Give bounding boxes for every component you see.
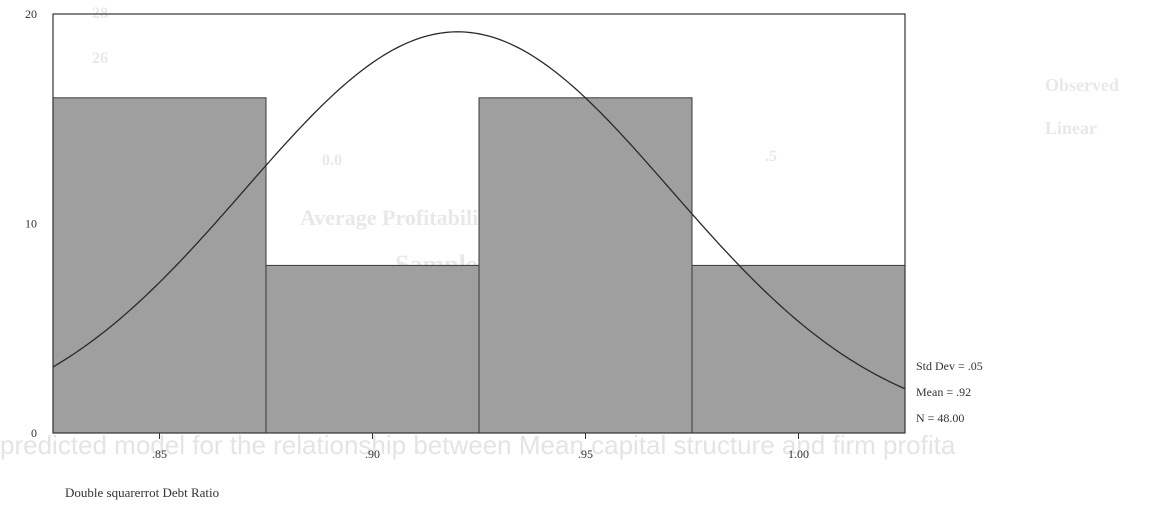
stat-std-dev: Std Dev = .05 [916, 359, 983, 373]
ghost-tick-26: 26 [92, 50, 108, 67]
plot-frame [52, 13, 906, 434]
ghost-tick-half: .5 [765, 148, 777, 165]
x-axis-label: Double squarerrot Debt Ratio [65, 485, 219, 500]
histogram-bar [52, 97, 267, 434]
y-tick-label: 20 [25, 7, 37, 21]
y-axis: 0 10 20 [25, 7, 37, 440]
stat-mean: Mean = .92 [916, 385, 971, 399]
x-tick-label: .85 [152, 447, 167, 461]
normal-curve [52, 31, 906, 390]
ghost-legend-observed: Observed [1045, 75, 1119, 95]
histogram-bar [691, 264, 906, 434]
ghost-legend-linear: Linear [1045, 118, 1097, 138]
ghost-axis-title: Average Profitability [300, 205, 497, 230]
ghost-tick-0: 0.0 [322, 152, 342, 169]
x-tick-label: 1.00 [788, 447, 809, 461]
y-tick-label: 0 [31, 426, 37, 440]
histogram-bar [265, 264, 480, 434]
stat-n: N = 48.00 [916, 411, 964, 425]
histogram-bar [478, 97, 693, 434]
y-tick-label: 10 [25, 217, 37, 231]
bars-group [52, 97, 906, 434]
x-axis: .85 .90 .95 1.00 [152, 433, 809, 461]
x-tick-label: .90 [365, 447, 380, 461]
x-tick-label: .95 [578, 447, 593, 461]
